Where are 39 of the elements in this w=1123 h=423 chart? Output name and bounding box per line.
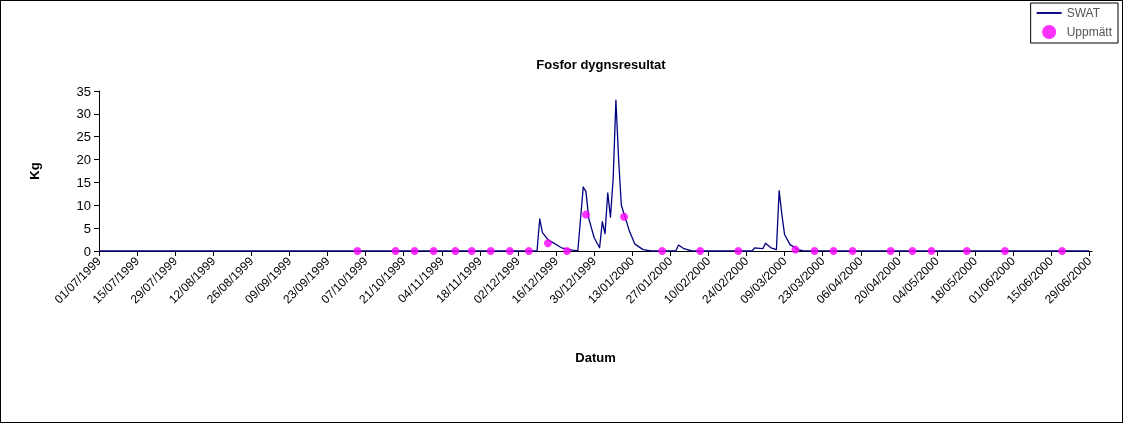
point — [962, 247, 971, 255]
point — [353, 247, 362, 255]
y-tick-label: 5 — [83, 220, 91, 236]
y-tick-label: 30 — [76, 106, 91, 122]
x-axis-title: Datum — [575, 350, 616, 365]
point — [829, 247, 838, 255]
point — [451, 247, 460, 255]
point — [908, 247, 917, 255]
y-tick-label: 20 — [76, 152, 91, 168]
point — [562, 247, 571, 255]
legend-label: Uppmätt — [1066, 25, 1113, 39]
point — [467, 247, 476, 255]
y-tick-label: 15 — [76, 174, 91, 190]
point — [486, 247, 495, 255]
point — [429, 247, 438, 255]
point — [620, 212, 629, 221]
point — [734, 247, 743, 255]
point — [848, 247, 857, 255]
point — [391, 247, 400, 255]
point — [1058, 247, 1067, 255]
point — [886, 247, 895, 255]
point — [410, 247, 419, 255]
y-tick-label: 10 — [76, 197, 91, 213]
y-tick-label: 0 — [83, 243, 91, 259]
y-axis-title: Kg — [27, 162, 42, 180]
y-tick-label: 25 — [76, 129, 91, 145]
point — [1000, 247, 1009, 255]
legend-label: SWAT — [1066, 6, 1101, 20]
point — [524, 247, 533, 255]
point — [505, 247, 514, 255]
point — [543, 239, 552, 248]
y-tick-label: 35 — [76, 83, 91, 99]
point — [696, 247, 705, 255]
point — [810, 247, 819, 255]
point — [927, 247, 936, 255]
point — [791, 245, 800, 254]
point — [581, 210, 590, 219]
point — [658, 247, 667, 255]
chart-title: Fosfor dygnsresultat — [536, 57, 667, 72]
